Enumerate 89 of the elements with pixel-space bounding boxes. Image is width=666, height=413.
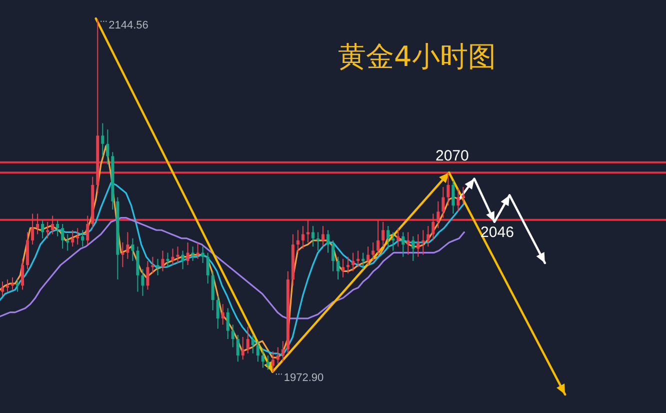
candlestick: [372, 242, 375, 262]
candlestick: [296, 230, 300, 254]
candlestick: [306, 219, 310, 243]
candlestick: [86, 215, 90, 246]
candlestick: [382, 221, 385, 248]
candlestick: [161, 250, 164, 272]
candlestick: [462, 186, 465, 204]
candlestick: [56, 219, 60, 237]
candlestick: [146, 260, 150, 290]
candlestick: [171, 248, 174, 266]
candlestick: [121, 242, 124, 268]
candlestick: [456, 188, 460, 212]
candlestick: [186, 242, 190, 266]
candlestick: [31, 213, 34, 246]
candlestick: [216, 295, 220, 330]
candlestick: [266, 354, 270, 370]
annotation: 1972.90: [284, 372, 324, 384]
candlestick: [281, 340, 284, 362]
candlestick: [432, 213, 435, 241]
candlestick: [346, 256, 350, 274]
candlestick: [331, 240, 334, 272]
candlestick: [166, 252, 170, 268]
candlestick: [326, 230, 330, 254]
candlestick: [416, 234, 420, 258]
candlestick: [126, 232, 130, 260]
candlestick: [396, 228, 400, 248]
candlestick: [141, 268, 144, 296]
candlestick: [342, 258, 345, 278]
candlestick: [101, 122, 104, 157]
candlestick: [156, 258, 160, 276]
candlestick: [251, 334, 254, 354]
candlestick: [131, 238, 134, 262]
candlestick: [352, 252, 355, 272]
candlestick: [311, 226, 314, 248]
candlestick: [241, 336, 244, 360]
candlestick: [11, 276, 14, 290]
candlestick: [446, 172, 450, 206]
candlestick: [16, 278, 20, 292]
candlestick: [1, 280, 4, 296]
candlestick: [6, 278, 10, 292]
candlestick: [61, 223, 64, 250]
candlestick: [402, 232, 405, 258]
annotation: 2144.56: [108, 19, 148, 32]
candlestick: [301, 226, 304, 250]
candlestick: [412, 236, 415, 262]
candlestick: [201, 246, 204, 264]
candlestick: [246, 326, 250, 354]
candlestick: [276, 346, 280, 364]
candlestick: [406, 232, 410, 256]
candlestick: [76, 228, 80, 246]
candlestick: [36, 213, 40, 235]
candlestick: [366, 246, 370, 266]
candlestick: [221, 304, 224, 326]
candlestick: [196, 242, 200, 260]
text: 黄金4小时图: [338, 40, 496, 74]
candlestick: [386, 226, 390, 250]
candlestick: [442, 186, 445, 218]
candlestick: [316, 232, 320, 252]
annotation: 2070: [435, 148, 469, 165]
candlestick: [392, 232, 395, 252]
candlestick: [231, 324, 234, 348]
candlestick: [321, 226, 324, 248]
candlestick: [106, 128, 110, 165]
candlestick: [81, 230, 84, 248]
candlestick: [261, 348, 264, 368]
candlestick: [362, 252, 365, 270]
candlestick: [41, 219, 44, 239]
candlestick: [236, 334, 240, 362]
candlestick: [206, 252, 210, 284]
annotation: 2046: [480, 224, 514, 241]
candlestick: [66, 234, 70, 252]
candlestick: [256, 340, 260, 362]
candlestick: [436, 200, 440, 229]
candlestick: [176, 246, 180, 264]
candlestick: [356, 250, 360, 268]
candlestick: [21, 258, 24, 290]
candlestick: [422, 230, 425, 256]
candlestick: [226, 308, 230, 340]
candlestick: [71, 230, 74, 248]
candlestick: [191, 246, 194, 262]
candlestick: [51, 215, 54, 235]
candlestick: [452, 180, 455, 214]
candlestick: [181, 250, 184, 270]
candlestick: [336, 256, 340, 280]
candlestick: [151, 256, 154, 274]
candlestick: [271, 350, 274, 373]
candlestick: [376, 219, 380, 256]
candlestick: [46, 221, 50, 239]
candlestick: [426, 226, 430, 248]
